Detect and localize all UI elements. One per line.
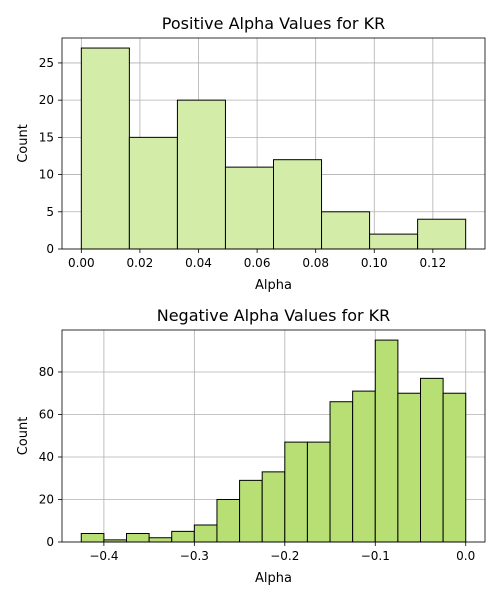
x-tick-label: −0.4 xyxy=(89,549,118,563)
histogram-bar xyxy=(193,524,218,543)
x-tick-label: −0.3 xyxy=(180,549,209,563)
histogram-bar xyxy=(176,99,226,250)
histogram-bar xyxy=(321,211,371,250)
histogram-bar xyxy=(273,159,323,250)
x-tick-label: 0.02 xyxy=(127,256,154,270)
histogram-bar xyxy=(284,441,308,543)
x-tick-label: 0.0 xyxy=(456,549,475,563)
y-axis-label: Count xyxy=(16,417,31,456)
histogram-bar xyxy=(80,47,130,250)
bars xyxy=(80,47,467,250)
x-axis: 0.00 0.02 0.04 0.06 0.08 0.10 0.12 xyxy=(68,249,446,270)
histogram-bar xyxy=(417,218,467,250)
y-axis: 0 5 10 15 20 25 xyxy=(39,56,62,256)
y-tick-label: 0 xyxy=(46,242,54,256)
histogram-bar xyxy=(239,479,263,543)
histogram-bar xyxy=(80,532,105,543)
histogram-bar xyxy=(442,392,467,543)
plot-frame xyxy=(61,37,486,250)
x-tick-label: −0.1 xyxy=(361,549,390,563)
y-tick-label: 20 xyxy=(39,492,54,506)
chart-title: Negative Alpha Values for KR xyxy=(157,306,391,325)
y-axis-label: Count xyxy=(16,124,31,163)
negative-alpha-histogram: Negative Alpha Values for KR −0.4 −0.3 −0.… xyxy=(16,306,486,586)
histogram-bar xyxy=(128,136,178,250)
histogram-bar xyxy=(306,441,331,543)
x-tick-label: 0.12 xyxy=(419,256,446,270)
y-tick-label: 15 xyxy=(39,130,54,144)
y-tick-label: 40 xyxy=(39,450,54,464)
histogram-bar xyxy=(329,401,354,543)
x-tick-label: 0.00 xyxy=(68,256,95,270)
x-tick-label: 0.06 xyxy=(244,256,271,270)
y-tick-label: 20 xyxy=(39,93,54,107)
chart-title: Positive Alpha Values for KR xyxy=(162,14,385,33)
y-tick-label: 80 xyxy=(39,365,54,379)
histogram-bar xyxy=(216,498,241,543)
histogram-bar xyxy=(374,339,399,543)
histogram-bar xyxy=(148,537,173,543)
plot-frame xyxy=(61,329,486,543)
histogram-bar xyxy=(224,166,274,250)
x-axis-label: Alpha xyxy=(255,571,292,586)
y-tick-label: 10 xyxy=(39,168,54,182)
y-axis: 0 20 40 60 80 xyxy=(39,365,62,549)
x-tick-label: 0.08 xyxy=(302,256,329,270)
bars xyxy=(80,339,467,543)
histogram-bar xyxy=(397,392,422,543)
y-tick-label: 25 xyxy=(39,56,54,70)
x-tick-label: 0.04 xyxy=(185,256,212,270)
histogram-bar xyxy=(261,471,286,543)
x-tick-label: −0.2 xyxy=(270,549,299,563)
histogram-bar xyxy=(420,377,444,543)
positive-alpha-histogram: Positive Alpha Values for KR 0.00 0.02 0.0… xyxy=(16,14,486,293)
y-tick-label: 0 xyxy=(46,535,54,549)
x-axis-label: Alpha xyxy=(255,278,292,293)
y-tick-label: 5 xyxy=(46,205,54,219)
x-tick-label: 0.10 xyxy=(361,256,388,270)
histogram-bar xyxy=(352,390,376,543)
x-axis: −0.4 −0.3 −0.2 −0.1 0.0 xyxy=(89,542,475,563)
histogram-bar xyxy=(125,532,150,543)
histogram-bar xyxy=(171,530,195,543)
histogram-bar xyxy=(369,233,419,250)
y-tick-label: 60 xyxy=(39,407,54,421)
